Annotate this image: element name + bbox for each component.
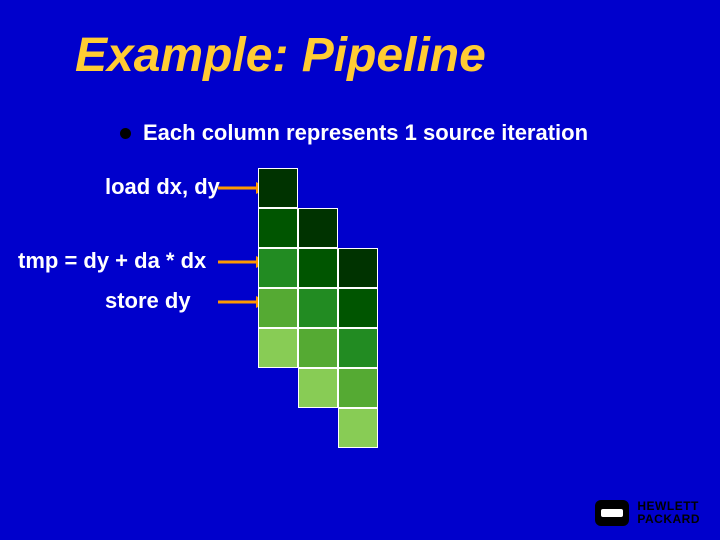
label-load: load dx, dy bbox=[105, 174, 220, 200]
label-store: store dy bbox=[105, 288, 191, 314]
pipeline-cell bbox=[298, 208, 338, 248]
logo-line2: PACKARD bbox=[637, 513, 700, 526]
pipeline-cell bbox=[258, 168, 298, 208]
pipeline-cell bbox=[298, 368, 338, 408]
hp-logo: HEWLETT PACKARD bbox=[595, 500, 700, 526]
slide: Example: Pipeline Each column represents… bbox=[0, 0, 720, 540]
pipeline-cell bbox=[298, 248, 338, 288]
pipeline-cell bbox=[298, 288, 338, 328]
slide-title: Example: Pipeline bbox=[75, 28, 486, 83]
pipeline-cell bbox=[338, 368, 378, 408]
label-compute: tmp = dy + da * dx bbox=[18, 248, 206, 274]
pipeline-cell bbox=[338, 328, 378, 368]
logo-text: HEWLETT PACKARD bbox=[637, 500, 700, 525]
pipeline-cell bbox=[258, 248, 298, 288]
pipeline-cell bbox=[298, 328, 338, 368]
pipeline-cell bbox=[258, 208, 298, 248]
pipeline-cell bbox=[338, 288, 378, 328]
pipeline-cell bbox=[258, 288, 298, 328]
bullet-text: Each column represents 1 source iteratio… bbox=[143, 120, 588, 146]
pipeline-cell bbox=[338, 248, 378, 288]
bullet-row: Each column represents 1 source iteratio… bbox=[120, 120, 588, 146]
bullet-icon bbox=[120, 128, 131, 139]
logo-icon bbox=[595, 500, 629, 526]
pipeline-cell bbox=[258, 328, 298, 368]
pipeline-cell bbox=[338, 408, 378, 448]
